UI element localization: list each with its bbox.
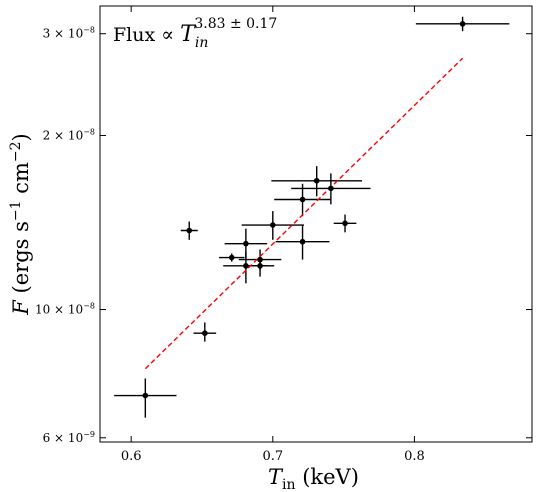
y-tick-label-2: 2 × 10−8 [43, 128, 95, 143]
data-point-11 [313, 177, 320, 184]
data-point-1 [186, 227, 193, 234]
y-tick-label-1: 10 × 10−8 [35, 302, 95, 317]
data-point-0 [142, 392, 149, 399]
data-point-12 [328, 185, 334, 192]
data-point-3 [228, 254, 235, 261]
data-point-4 [243, 240, 249, 247]
data-point-6 [257, 256, 263, 263]
data-point-10 [299, 196, 306, 203]
error-bars [114, 16, 510, 418]
data-point-8 [270, 222, 276, 228]
x-tick-label-0: 0.6 [121, 449, 142, 464]
data-point-5 [243, 263, 249, 269]
fit-line-group [144, 57, 464, 370]
plot-frame [99, 5, 533, 443]
y-tick-label-0: 6 × 10−9 [43, 430, 95, 445]
fit-line [144, 57, 464, 370]
x-axis-ticks: 0.6 0.7 0.8 [121, 6, 425, 464]
data-point-9 [299, 238, 306, 245]
y-axis-ticks: 6 × 10−9 10 × 10−8 2 × 10−8 3 × 10−8 [35, 26, 532, 445]
data-point-13 [342, 220, 348, 227]
data-points [142, 21, 466, 399]
data-point-14 [459, 21, 466, 27]
y-tick-label-3: 3 × 10−8 [43, 26, 95, 41]
data-point-2 [202, 330, 208, 337]
power-law-annotation: Flux ∝ Tin3.83 ± 0.17 [113, 16, 277, 51]
x-tick-label-2: 0.8 [404, 449, 425, 464]
y-axis-label: F (ergs s−1 cm−2) [8, 133, 33, 315]
data-point-7 [257, 263, 263, 269]
x-axis-label: Tin (keV) [268, 465, 359, 492]
x-tick-label-1: 0.7 [262, 449, 283, 464]
